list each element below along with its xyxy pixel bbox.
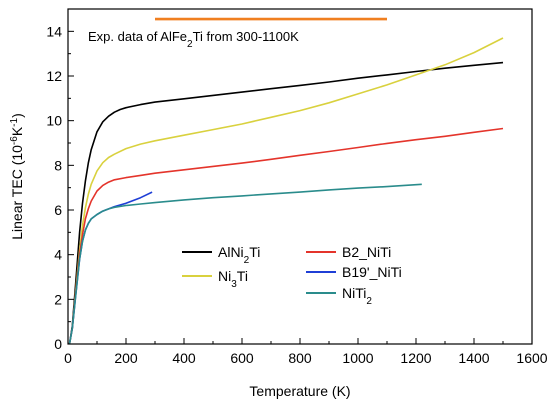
y-tick-label: 10 xyxy=(46,113,62,129)
y-axis-label: Linear TEC (10-6K-1) xyxy=(9,113,26,240)
series-line-2 xyxy=(68,127,504,345)
x-tick-label: 1200 xyxy=(400,350,431,366)
legend-label-3: B19'_NiTi xyxy=(342,264,402,280)
x-tick-label: 1600 xyxy=(516,350,547,366)
series-layer xyxy=(68,37,504,345)
x-tick-label: 600 xyxy=(230,350,254,366)
legend-label-2: B2_NiTi xyxy=(342,244,391,260)
series-line-4 xyxy=(68,183,422,345)
y-tick-label: 14 xyxy=(46,23,62,39)
x-tick-label: 0 xyxy=(64,350,72,366)
legend-label-4: NiTi2 xyxy=(342,285,372,307)
exp-data-label: Exp. data of AlFe2Ti from 300-1100K xyxy=(88,29,299,50)
y-tick-label: 6 xyxy=(54,202,62,218)
legend-label-1: Ni3Ti xyxy=(218,268,248,290)
series-line-1 xyxy=(68,37,504,345)
x-tick-label: 400 xyxy=(172,350,196,366)
legend-label-0: AlNi2Ti xyxy=(218,244,260,266)
series-line-0 xyxy=(68,61,504,345)
x-tick-label: 1400 xyxy=(458,350,489,366)
x-tick-label: 800 xyxy=(288,350,312,366)
x-tick-label: 1000 xyxy=(342,350,373,366)
y-tick-label: 8 xyxy=(54,157,62,173)
ticks-layer: 0 200 400 600 800 1000 1200 1400 1600 0 2 4 6 8 10 12 14 xyxy=(46,23,547,366)
y-tick-label: 0 xyxy=(54,336,62,352)
annotation-layer: Exp. data of AlFe2Ti from 300-1100K xyxy=(88,17,387,50)
x-tick-label: 200 xyxy=(114,350,138,366)
y-tick-label: 4 xyxy=(54,247,62,263)
y-tick-label: 12 xyxy=(46,68,62,84)
y-tick-label: 2 xyxy=(54,291,62,307)
x-axis-label: Temperature (K) xyxy=(249,383,350,399)
